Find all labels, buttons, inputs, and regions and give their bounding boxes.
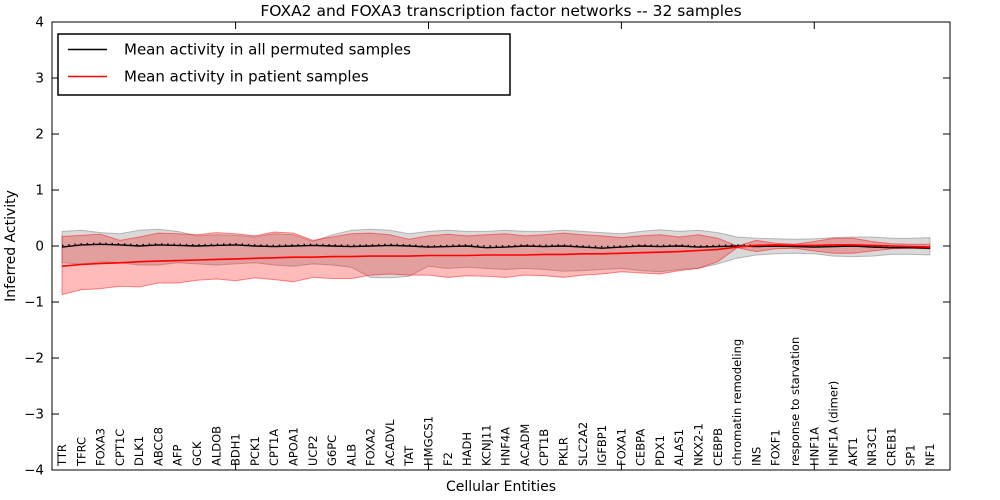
x-category-label: HADH (460, 432, 474, 466)
x-category-label: TAT (402, 445, 416, 467)
x-category-label: HNF1A (dimer) (827, 381, 841, 466)
x-category-label: PKLR (557, 437, 571, 466)
x-category-label: GCK (190, 441, 204, 466)
permuted-std-band (61, 228, 931, 279)
x-category-label: FOXF1 (769, 429, 783, 466)
y-axis-label: Inferred Activity (3, 190, 19, 302)
x-category-label: ABCC8 (151, 427, 165, 466)
x-category-label: ALB (344, 444, 358, 466)
y-tick-label: 0 (35, 239, 44, 255)
x-category-label: ALDOB (209, 426, 223, 466)
x-category-label: KCNJ11 (479, 424, 493, 466)
x-category-label: CEBPA (634, 429, 648, 466)
x-category-label: SLC2A2 (576, 422, 590, 466)
x-axis-label: Cellular Entities (446, 479, 556, 495)
x-category-label: BDH1 (229, 433, 243, 466)
legend: Mean activity in all permuted samples Me… (57, 33, 511, 96)
x-category-label: HNF1A (807, 427, 821, 466)
x-category-label: NF1 (923, 443, 937, 466)
x-category-label: NKX2-1 (692, 423, 706, 466)
x-category-label: CREB1 (884, 428, 898, 467)
x-category-label: UCP2 (306, 435, 320, 466)
patient-mean-line (61, 244, 931, 267)
y-tick-label: −4 (24, 463, 44, 479)
x-category-label: F2 (441, 452, 455, 466)
x-category-label: CPT1B (537, 429, 551, 466)
x-category-label: TFRC (74, 437, 88, 467)
x-category-label: IGFBP1 (595, 425, 609, 466)
x-category-label: G6PC (325, 435, 339, 466)
y-tick-label: −1 (24, 295, 44, 311)
permuted-median-line (61, 242, 930, 248)
legend-box (57, 33, 511, 96)
x-category-label: DLK1 (132, 436, 146, 466)
y-tick-label: −2 (24, 351, 44, 367)
x-category-label: HMGCS1 (422, 416, 436, 466)
x-category-label: ACADM (518, 424, 532, 466)
y-tick-label: 2 (35, 127, 44, 143)
x-category-label: PCK1 (248, 436, 262, 466)
x-category-label: response to starvation (788, 337, 802, 466)
plot-border (51, 21, 951, 471)
x-category-label: INS (749, 447, 763, 466)
y-tick-label: 4 (35, 15, 44, 31)
x-category-label: AKT1 (846, 437, 860, 466)
y-tick-label: −3 (24, 407, 44, 423)
chart-title: FOXA2 and FOXA3 transcription factor net… (260, 2, 741, 20)
x-category-label: SP1 (904, 444, 918, 466)
x-category-label: CPT1C (113, 429, 127, 466)
x-category-label: FOXA1 (614, 428, 628, 466)
x-category-label: NR3C1 (865, 427, 879, 466)
y-tick-label: 3 (35, 71, 44, 87)
x-category-label: TTR (55, 444, 69, 467)
x-category-label: ALAS1 (672, 429, 686, 466)
x-category-label: FOXA2 (364, 428, 378, 466)
x-category-label: HNF4A (499, 427, 513, 466)
x-category-label: chromatin remodeling (730, 339, 744, 466)
x-category-label: AFP (171, 445, 185, 466)
x-category-label: FOXA3 (94, 428, 108, 466)
x-category-label: CEBPB (711, 428, 725, 466)
patient-std-band (61, 231, 931, 296)
x-category-label: PDX1 (653, 435, 667, 466)
x-category-label: APOA1 (287, 427, 301, 466)
x-category-label: ACADVL (383, 419, 397, 466)
legend-label-permuted: Mean activity in all permuted samples (124, 41, 411, 59)
chart-layers: 4 3 2 1 0 −1 −2 −3 −4 TTR TFRC FOXA3 CPT1C DLK1 ABCC8 A… (24, 15, 950, 479)
legend-label-patient: Mean activity in patient samples (124, 68, 369, 86)
permuted-mean-line (61, 243, 931, 249)
y-tick-label: 1 (35, 183, 44, 199)
x-category-label: CPT1A (267, 429, 281, 466)
